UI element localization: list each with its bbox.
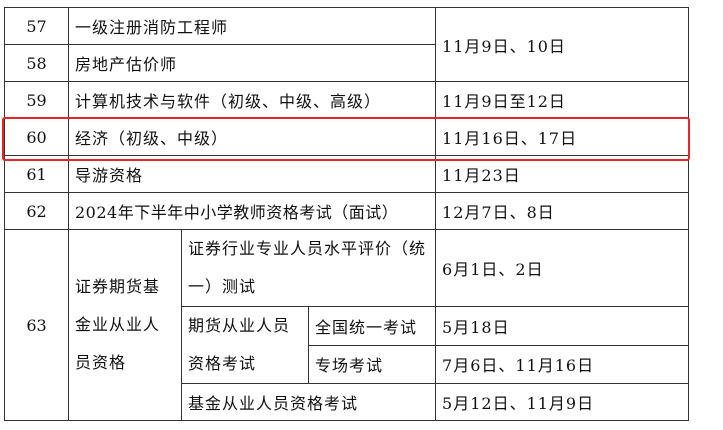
sub-exam-name: 期货从业人员资格考试 <box>181 306 309 384</box>
table-row: 63 证券期货基金业从业人员资格 证券行业专业人员水平评价（统一）测试 6月1日… <box>4 229 690 421</box>
exam-date: 5月18日 <box>435 306 690 346</box>
exam-date: 6月1日、2日 <box>435 229 690 307</box>
sub-exam-part: 专场考试 <box>307 344 437 384</box>
table-row: 61 导游资格 11月23日 <box>4 155 690 193</box>
table-row: 59 计算机技术与软件（初级、中级、高级） 11月9日至12日 <box>4 81 690 119</box>
exam-schedule-table: 57 一级注册消防工程师 11月9日、10日 58 房地产估价师 59 计算机技… <box>4 7 690 421</box>
table-row: 基金从业人员资格考试 5月12日、11月9日 <box>5 383 690 421</box>
exam-date: 11月9日至12日 <box>435 81 690 119</box>
sub-exam-part: 全国统一考试 <box>307 306 437 346</box>
exam-date: 7月6日、11月16日 <box>435 344 690 384</box>
table-row-highlighted: 60 经济（初级、中级） 11月16日、17日 <box>4 118 690 156</box>
exam-date: 5月12日、11月9日 <box>435 383 690 421</box>
row-number: 60 <box>4 118 69 156</box>
exam-name: 证券期货基金业从业人员资格 <box>68 229 182 421</box>
table-row: 57 一级注册消防工程师 11月9日、10日 <box>4 7 690 82</box>
exam-date: 11月9日、10日 <box>435 7 690 82</box>
row-number: 62 <box>4 192 69 230</box>
row-number: 63 <box>4 229 69 421</box>
sub-exam-name: 证券行业专业人员水平评价（统一）测试 <box>180 229 437 307</box>
table-row: 专场考试 7月6日、11月16日 <box>5 344 690 384</box>
sub-exam-name: 基金从业人员资格考试 <box>180 383 437 421</box>
exam-date: 12月7日、8日 <box>435 192 690 230</box>
exam-name: 经济（初级、中级） <box>67 118 437 156</box>
exam-date: 11月16日、17日 <box>435 118 690 156</box>
table-row: 62 2024年下半年中小学教师资格考试（面试） 12月7日、8日 <box>4 192 690 230</box>
exam-name: 2024年下半年中小学教师资格考试（面试） <box>67 192 437 230</box>
exam-name: 一级注册消防工程师 <box>67 7 437 45</box>
row-number: 58 <box>4 44 69 82</box>
exam-name: 计算机技术与软件（初级、中级、高级） <box>67 81 437 119</box>
table-row: 58 房地产估价师 <box>4 44 689 82</box>
row-number: 57 <box>4 7 69 45</box>
exam-name: 房地产估价师 <box>67 44 437 82</box>
row-number: 59 <box>4 81 69 119</box>
exam-date: 11月23日 <box>435 155 690 193</box>
exam-name: 导游资格 <box>67 155 437 193</box>
row-number: 61 <box>4 155 69 193</box>
